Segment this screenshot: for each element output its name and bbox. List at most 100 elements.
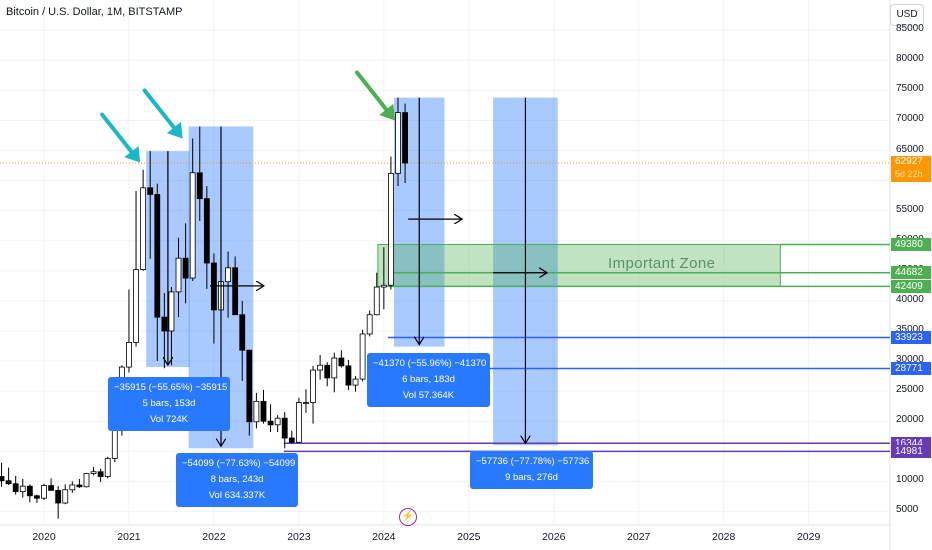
- candle-body: [69, 484, 76, 491]
- price-tag-49380: 49380: [891, 237, 931, 251]
- candle-body: [246, 349, 253, 423]
- candle-2022-06: [246, 349, 253, 436]
- measurement-bars: 5 bars, 153d: [142, 398, 196, 409]
- y-tick-label: 25000: [896, 384, 924, 396]
- candle-body: [253, 400, 260, 423]
- candle-2022-12: [288, 430, 295, 444]
- measurement-change: −41370 (−55.96%) −41370: [373, 358, 487, 369]
- candle-countdown: 5d 22h: [895, 168, 923, 179]
- candle-2023-12: [373, 272, 380, 316]
- candle-body: [274, 417, 281, 426]
- candle-2021-02: [133, 190, 139, 347]
- events-bolt-icon[interactable]: ⚡: [399, 508, 417, 526]
- current-price-value: 62927: [895, 155, 923, 167]
- measurement-box-2025: −57736 (−77.78%) −57736 9 bars, 276d: [470, 451, 593, 489]
- candle-body: [55, 489, 62, 504]
- candle-2024-01: [380, 247, 387, 310]
- candle-body: [310, 369, 316, 403]
- measurement-change: −35915 (−55.65%) −35915: [114, 382, 228, 393]
- candle-2022-03: [225, 251, 231, 318]
- candle-body: [175, 257, 182, 293]
- x-tick-label: 2021: [117, 531, 141, 543]
- price-tag-33923: 33923: [891, 330, 931, 344]
- price-tag-42409: 42409: [891, 279, 931, 293]
- candle-body: [373, 286, 380, 316]
- candle-2023-07: [338, 350, 345, 368]
- candle-2023-06: [331, 352, 338, 393]
- candle-body: [126, 342, 132, 368]
- candle-2023-03: [310, 365, 316, 424]
- candle-body: [12, 483, 19, 492]
- candle-2022-01: [211, 253, 217, 344]
- pointer-arrow-1: [142, 88, 176, 130]
- candle-2021-05: [154, 183, 161, 362]
- candle-2021-08: [175, 237, 182, 318]
- candle-2021-04: [147, 151, 154, 259]
- candle-body: [34, 495, 40, 499]
- candle-2020-05: [69, 481, 76, 493]
- currency-button[interactable]: USD: [890, 4, 924, 26]
- candle-body: [48, 485, 54, 491]
- candle-body: [26, 485, 33, 497]
- candle-body: [83, 473, 90, 488]
- candle-2023-08: [345, 359, 352, 390]
- candle-2020-08: [90, 466, 97, 476]
- candle-2023-05: [324, 362, 331, 387]
- candle-body: [239, 314, 246, 351]
- measurement-change: −54099 (−77.63%) −54099: [182, 458, 296, 469]
- x-tick-label: 2023: [287, 531, 311, 543]
- candle-body: [189, 172, 196, 279]
- candle-2023-01: [295, 397, 302, 443]
- candle-2022-07: [253, 392, 260, 429]
- candle-body: [352, 378, 359, 386]
- y-tick-label: 10000: [896, 474, 924, 486]
- candle-2020-07: [83, 472, 90, 488]
- candle-body: [288, 437, 295, 443]
- candle-2020-10: [104, 456, 111, 479]
- candle-2020-02: [48, 478, 54, 491]
- candle-body: [366, 314, 373, 335]
- y-tick-label: 75000: [896, 83, 924, 95]
- candle-body: [161, 316, 168, 332]
- y-tick-label: 30000: [896, 354, 924, 366]
- pointer-arrow-2: [355, 70, 389, 112]
- measurement-volume: Vol 724K: [149, 414, 189, 425]
- candle-body: [295, 402, 302, 443]
- chart-title: Bitcoin / U.S. Dollar, 1M, BITSTAMP: [6, 6, 183, 18]
- current-price-tag: 62927 5d 22h: [891, 155, 931, 182]
- candle-body: [203, 198, 210, 264]
- candle-body: [97, 471, 104, 477]
- candle-body: [225, 267, 231, 283]
- measurement-volume: Vol 57.364K: [402, 390, 455, 401]
- candle-2022-08: [260, 389, 267, 424]
- candle-2023-04: [317, 355, 324, 380]
- candle-body: [260, 400, 267, 422]
- y-tick-label: 20000: [896, 414, 924, 426]
- candle-2019-10: [19, 478, 26, 498]
- candle-2024-03: [395, 97, 401, 187]
- candle-body: [154, 194, 161, 318]
- y-tick-label: 70000: [896, 113, 924, 125]
- x-tick-label: 2026: [542, 531, 566, 543]
- candle-2020-09: [97, 468, 104, 482]
- x-tick-label: 2022: [202, 531, 226, 543]
- candle-2021-12: [203, 186, 210, 289]
- candle-body: [0, 476, 5, 482]
- candle-2023-10: [359, 329, 366, 382]
- candle-body: [90, 471, 97, 474]
- y-tick-label: 65000: [896, 143, 924, 155]
- candle-2019-09: [12, 475, 19, 495]
- candle-body: [338, 357, 345, 367]
- pointer-arrowhead-0: [124, 145, 141, 163]
- candle-2021-11: [196, 126, 203, 221]
- measurement-box-2022: −54099 (−77.63%) −54099 8 bars, 243d Vol…: [176, 453, 298, 507]
- candle-2019-11: [26, 484, 33, 503]
- x-tick-label: 2028: [711, 531, 736, 543]
- x-tick-label: 2027: [627, 531, 651, 543]
- price-tag-44682: 44682: [891, 266, 931, 280]
- pointer-arrowhead-1: [166, 121, 183, 139]
- y-tick-label: 40000: [896, 293, 924, 305]
- important-zone-label: Important Zone: [608, 255, 716, 273]
- candle-2019-07: [0, 462, 5, 487]
